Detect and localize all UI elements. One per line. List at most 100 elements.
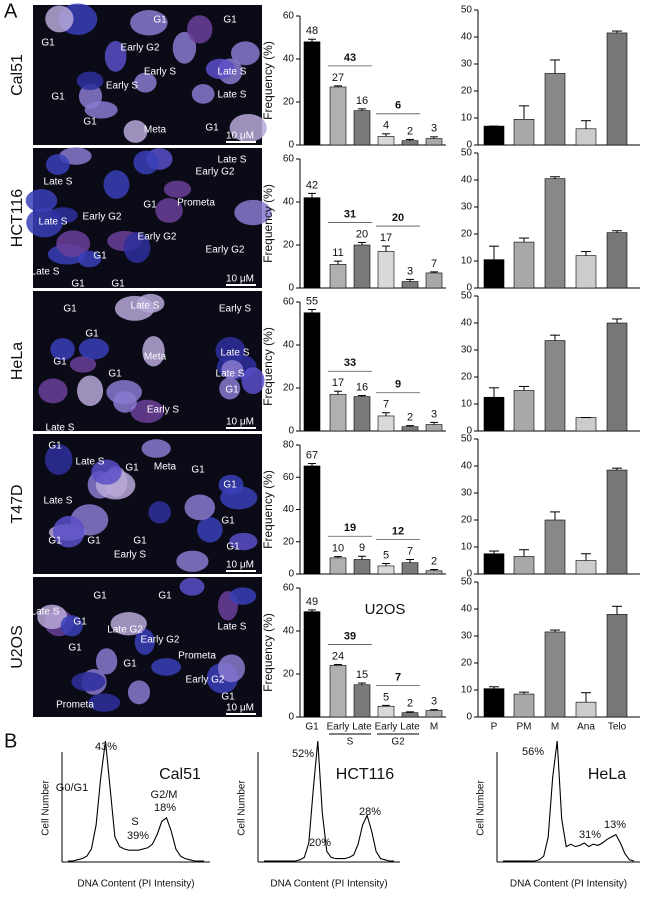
bar [401, 140, 419, 146]
row-label: HeLa [9, 342, 26, 380]
nucleus [44, 444, 73, 475]
y-tick-label: 0 [288, 140, 294, 151]
cell-label: Early G2 [186, 675, 225, 686]
nucleus [56, 230, 91, 257]
bar [329, 86, 347, 146]
nucleus [230, 41, 260, 66]
y-tick-label: 20 [283, 240, 295, 251]
nucleus [176, 550, 209, 572]
y-tick-label: 30 [461, 202, 473, 213]
group-label: 7 [395, 671, 401, 683]
value-label: 5 [383, 691, 389, 703]
bar [575, 560, 597, 575]
nucleus [103, 170, 130, 199]
group-label: 9 [395, 379, 401, 391]
y-axis-label: Frequency (%) [261, 184, 275, 263]
cell-label: G1 [68, 643, 82, 654]
row-label: U2OS [9, 625, 26, 669]
y-tick-label: 40 [283, 54, 295, 65]
y-tick-label: 10 [461, 256, 473, 267]
cell-label: Early G2 [83, 212, 122, 223]
nucleus [133, 150, 160, 175]
value-label: 3 [407, 265, 413, 277]
y-tick-label: 20 [283, 669, 295, 680]
nucleus [88, 693, 121, 712]
row-label: T47D [9, 484, 26, 523]
bar [425, 570, 443, 575]
bar [606, 322, 628, 432]
nucleus [234, 199, 272, 226]
y-tick-label: 40 [283, 340, 295, 351]
nucleus [142, 336, 165, 367]
panel-label: B [4, 730, 17, 752]
annotation: 39% [127, 830, 149, 842]
nucleus [69, 356, 97, 373]
bar [483, 688, 505, 718]
annotation: 20% [309, 837, 331, 849]
cell-label: G1 [71, 279, 85, 290]
value-label: 2 [407, 412, 413, 424]
y-tick-label: 20 [461, 515, 473, 526]
bar [377, 251, 395, 289]
nucleus [45, 5, 74, 33]
nucleus [127, 680, 151, 705]
cell-label: G1 [63, 304, 77, 315]
bar [303, 611, 321, 718]
value-label: 67 [306, 449, 318, 461]
bar [575, 255, 597, 289]
bar [303, 312, 321, 432]
cell-label: Late S [44, 177, 73, 188]
nucleus [187, 15, 213, 44]
nucleus [77, 250, 102, 268]
nucleus [229, 587, 257, 605]
histogram-curve [264, 740, 394, 862]
cell-label: Late S [218, 90, 247, 101]
nucleus [38, 378, 68, 404]
nucleus [197, 517, 223, 543]
group-label: 12 [392, 525, 404, 537]
value-label: 7 [407, 545, 413, 557]
bar [425, 710, 443, 718]
y-tick-label: 0 [288, 569, 294, 580]
nucleus [219, 377, 241, 400]
cell-label: Early S [114, 550, 147, 561]
bar [544, 519, 566, 575]
cell-label: Late S [31, 607, 60, 618]
x-tick-label: Late [352, 722, 372, 733]
y-tick-label: 10 [461, 399, 473, 410]
bar [401, 712, 419, 718]
annotation: 52% [292, 748, 314, 760]
nucleus [130, 399, 165, 424]
cell-label: G1 [225, 385, 239, 396]
row-label: HCT116 [9, 189, 26, 247]
bar [401, 281, 419, 289]
value-label: 5 [383, 549, 389, 561]
group-label: 31 [344, 208, 356, 220]
cell-label: G1 [223, 15, 237, 26]
cell-label: Late S [218, 67, 247, 78]
histogram-curve [68, 740, 204, 862]
chart-title: Cal51 [159, 766, 201, 783]
bar [377, 565, 395, 575]
y-tick-label: 30 [461, 488, 473, 499]
nucleus [110, 612, 147, 636]
y-tick-label: 50 [461, 577, 473, 588]
nucleus [218, 474, 244, 495]
value-label: 3 [431, 123, 437, 135]
annotation: G2/M [151, 789, 178, 801]
nucleus [163, 180, 192, 198]
nucleus [45, 154, 70, 175]
bar [425, 424, 443, 432]
cell-label: G1 [83, 117, 97, 128]
y-tick-label: 0 [466, 569, 472, 580]
cell-label: G1 [85, 329, 99, 340]
nucleus [50, 338, 75, 361]
y-tick-label: 40 [461, 604, 473, 615]
value-label: 48 [306, 25, 318, 37]
value-label: 17 [380, 232, 392, 244]
cell-label: G1 [73, 617, 87, 628]
cell-label: Early G2 [141, 635, 180, 646]
nucleus [172, 31, 197, 64]
x-tick-label: Telo [608, 722, 627, 733]
